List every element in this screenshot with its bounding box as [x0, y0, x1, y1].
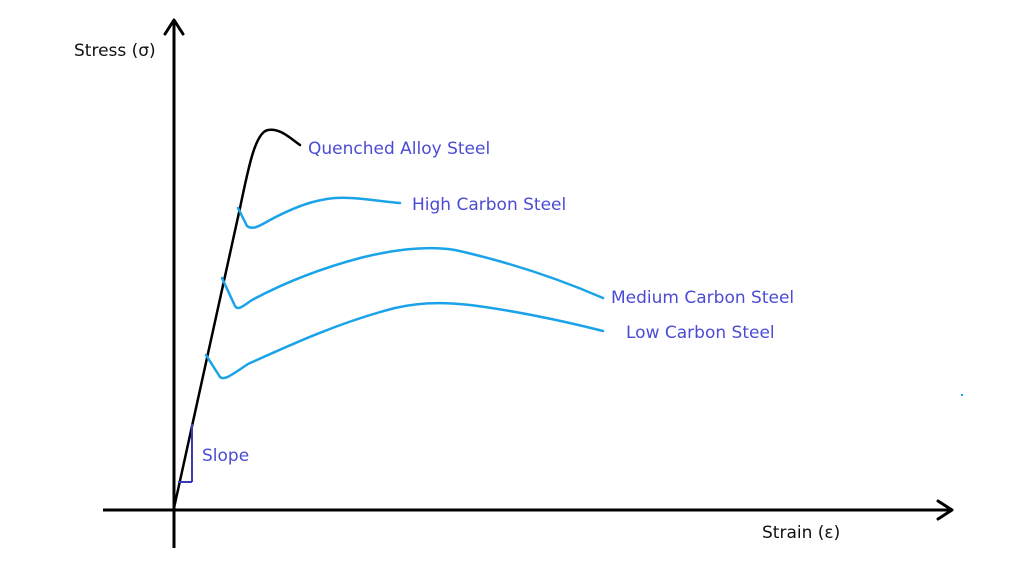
slope-label: Slope [202, 446, 249, 466]
label-low-carbon-steel: Low Carbon Steel [626, 323, 775, 343]
stray-dot [961, 394, 963, 396]
axes: Stress (σ) Strain (ε) [74, 18, 954, 548]
label-quenched-alloy-steel: Quenched Alloy Steel [308, 139, 490, 159]
y-axis-arrowhead [163, 18, 185, 36]
slope-indicator: Slope [178, 424, 249, 483]
curve-low-carbon-steel [204, 301, 605, 380]
x-axis-arrowhead [936, 499, 954, 521]
curve-quenched-alloy-steel [172, 128, 302, 510]
label-medium-carbon-steel: Medium Carbon Steel [611, 288, 794, 308]
y-axis-label: Stress (σ) [74, 41, 156, 61]
curve-high-carbon-steel [236, 196, 402, 229]
label-high-carbon-steel: High Carbon Steel [412, 195, 566, 215]
x-axis-label: Strain (ε) [762, 523, 840, 543]
curve-medium-carbon-steel [220, 246, 605, 310]
